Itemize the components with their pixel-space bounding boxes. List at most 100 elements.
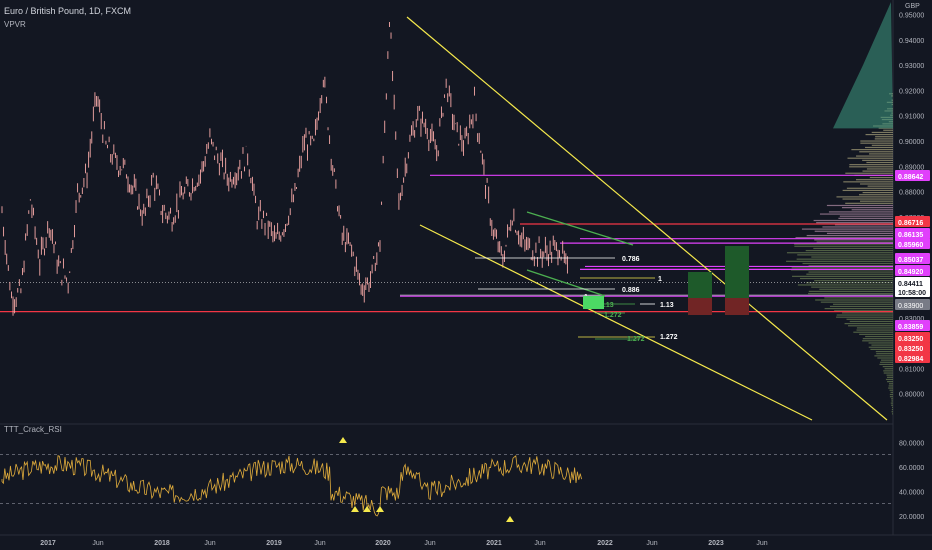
volume-bar — [892, 413, 893, 415]
volume-bar — [856, 327, 893, 329]
volume-bar — [886, 376, 893, 378]
volume-bar — [805, 249, 893, 252]
volume-bar — [889, 393, 893, 396]
volume-bar — [891, 406, 893, 409]
rsi-indicator-label[interactable]: TTT_Crack_RSI — [4, 425, 62, 434]
volume-bar — [846, 187, 893, 189]
price-tag-bg — [895, 320, 930, 331]
price-candles — [1, 22, 568, 316]
price-tick: 0.88000 — [899, 190, 924, 197]
lower-trendline — [419, 224, 813, 421]
fib-label: 1 — [658, 276, 662, 283]
time-tick: 2019 — [266, 540, 282, 547]
volume-bar — [801, 228, 893, 230]
price-tag: 0.83250 — [898, 346, 923, 353]
volume-bar — [808, 290, 893, 292]
volume-bar — [870, 348, 893, 350]
volume-bar — [883, 370, 893, 372]
position-boxes — [583, 246, 749, 315]
trendlines — [406, 16, 888, 421]
volume-bar — [808, 265, 893, 267]
volume-bar — [820, 301, 893, 303]
vpvr-indicator-label[interactable]: VPVR — [4, 20, 26, 29]
volume-bar — [851, 209, 893, 211]
volume-bar — [834, 224, 893, 226]
time-tick: 2020 — [375, 540, 391, 547]
volume-bar — [859, 194, 893, 196]
rsi-pane: 80.0000 60.0000 40.0000 20.0000 — [0, 437, 924, 522]
volume-bar — [814, 280, 893, 282]
volume-bar — [871, 344, 893, 346]
volume-bar — [834, 310, 893, 312]
long-box-loss-2 — [725, 298, 749, 315]
time-tick: Jun — [756, 540, 767, 547]
volume-bar — [822, 226, 893, 228]
volume-bar — [875, 350, 893, 353]
volume-bar — [879, 363, 893, 366]
volume-bar — [869, 153, 893, 155]
volume-bar — [814, 230, 893, 232]
price-tick: 0.80000 — [899, 392, 924, 399]
volume-bar — [797, 254, 893, 256]
price-tick: 0.90000 — [899, 139, 924, 146]
volume-bar — [792, 275, 893, 277]
volume-bar — [859, 333, 893, 335]
rsi-signal-marker — [339, 437, 347, 443]
volume-bar — [806, 273, 893, 275]
upper-trendline — [406, 16, 888, 421]
time-tick: 2021 — [486, 540, 502, 547]
volume-bar — [891, 411, 893, 413]
volume-bar — [811, 286, 893, 288]
volume-bar — [849, 166, 893, 168]
volume-bar — [888, 385, 893, 387]
volume-bar — [799, 277, 893, 280]
price-tag: 0.82984 — [898, 356, 923, 363]
price-tag: 0.84411 — [898, 281, 923, 288]
volume-bar — [797, 284, 893, 286]
price-tag-bg — [895, 352, 930, 363]
volume-bar — [815, 299, 893, 301]
volume-bar — [874, 355, 893, 357]
volume-bar — [839, 215, 893, 217]
volume-bar — [890, 391, 893, 393]
volume-bar — [860, 142, 893, 144]
volume-bar — [816, 222, 893, 224]
symbol-title[interactable]: Euro / British Pound, 1D, FXCM — [4, 6, 132, 16]
price-tag-bg — [895, 277, 930, 288]
time-axis: 2017 Jun 2018 Jun 2019 Jun 2020 Jun 2021 Jun 2022 J… — [40, 540, 768, 547]
volume-bar — [819, 288, 893, 290]
volume-bar — [853, 331, 893, 333]
volume-profile — [786, 93, 893, 415]
volume-bar — [826, 232, 893, 234]
volume-bar — [808, 292, 893, 295]
price-tag-bg — [895, 216, 930, 227]
volume-bar — [889, 396, 893, 398]
rsi-tick: 60.0000 — [899, 465, 924, 472]
price-tag: 0.85037 — [898, 257, 923, 264]
time-tick: Jun — [424, 540, 435, 547]
volume-bar — [866, 161, 893, 164]
time-tick: 2022 — [597, 540, 613, 547]
volume-bar — [860, 200, 893, 202]
volume-bar — [811, 256, 893, 258]
volume-tail — [833, 2, 893, 129]
price-tag: 0.83250 — [898, 336, 923, 343]
volume-bar — [874, 138, 893, 140]
price-tag: 0.86716 — [898, 220, 923, 227]
volume-bar — [862, 159, 893, 161]
rsi-signal-marker — [506, 516, 514, 522]
volume-bar — [875, 136, 893, 138]
volume-bar — [806, 234, 893, 237]
volume-bar — [885, 378, 893, 381]
time-tick: 2017 — [40, 540, 56, 547]
price-tick: 0.83000 — [899, 316, 924, 323]
volume-bar — [847, 157, 893, 159]
volume-bar — [824, 307, 893, 310]
volume-bar — [786, 252, 893, 254]
volume-bar — [845, 202, 893, 204]
long-box-loss — [688, 298, 712, 315]
volume-bar — [891, 400, 893, 402]
volume-bar — [791, 267, 893, 269]
